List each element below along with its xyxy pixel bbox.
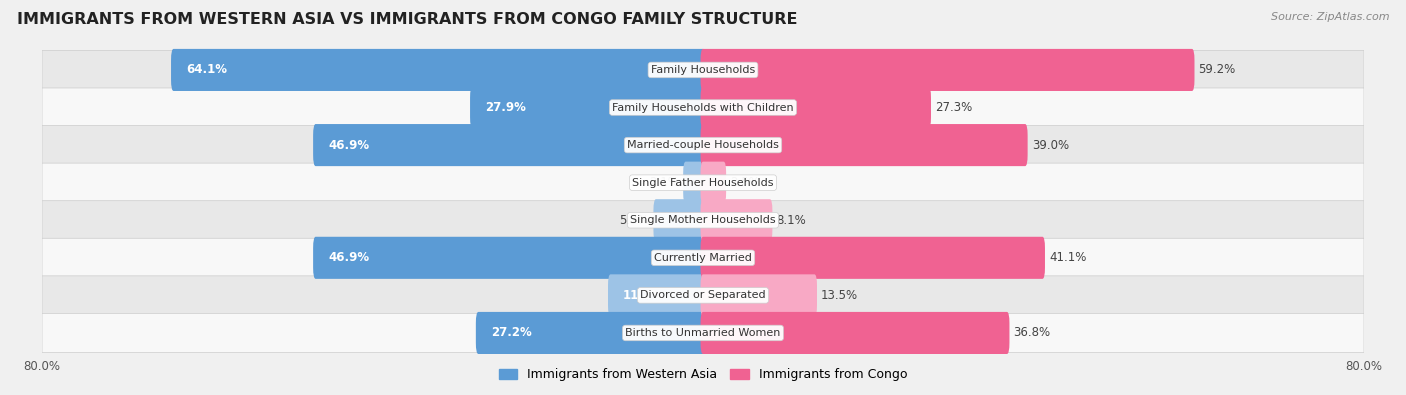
FancyBboxPatch shape bbox=[700, 162, 725, 204]
Text: Family Households with Children: Family Households with Children bbox=[612, 103, 794, 113]
FancyBboxPatch shape bbox=[700, 124, 1028, 166]
FancyBboxPatch shape bbox=[42, 201, 1364, 240]
Legend: Immigrants from Western Asia, Immigrants from Congo: Immigrants from Western Asia, Immigrants… bbox=[494, 363, 912, 386]
Text: 8.1%: 8.1% bbox=[776, 214, 806, 227]
Text: 64.1%: 64.1% bbox=[186, 64, 226, 77]
Text: 2.1%: 2.1% bbox=[650, 176, 679, 189]
FancyBboxPatch shape bbox=[470, 87, 706, 128]
Text: IMMIGRANTS FROM WESTERN ASIA VS IMMIGRANTS FROM CONGO FAMILY STRUCTURE: IMMIGRANTS FROM WESTERN ASIA VS IMMIGRAN… bbox=[17, 12, 797, 27]
Text: 11.2%: 11.2% bbox=[623, 289, 664, 302]
Text: 36.8%: 36.8% bbox=[1014, 326, 1050, 339]
Text: Source: ZipAtlas.com: Source: ZipAtlas.com bbox=[1271, 12, 1389, 22]
FancyBboxPatch shape bbox=[683, 162, 706, 204]
FancyBboxPatch shape bbox=[700, 275, 817, 316]
FancyBboxPatch shape bbox=[314, 237, 706, 279]
Text: 27.3%: 27.3% bbox=[935, 101, 973, 114]
Text: 46.9%: 46.9% bbox=[328, 139, 370, 152]
Text: 39.0%: 39.0% bbox=[1032, 139, 1069, 152]
FancyBboxPatch shape bbox=[172, 49, 706, 91]
Text: 13.5%: 13.5% bbox=[821, 289, 858, 302]
Text: Currently Married: Currently Married bbox=[654, 253, 752, 263]
FancyBboxPatch shape bbox=[42, 51, 1364, 90]
Text: 5.7%: 5.7% bbox=[620, 214, 650, 227]
FancyBboxPatch shape bbox=[42, 88, 1364, 127]
FancyBboxPatch shape bbox=[700, 87, 931, 128]
Text: 27.9%: 27.9% bbox=[485, 101, 526, 114]
Text: Single Father Households: Single Father Households bbox=[633, 178, 773, 188]
FancyBboxPatch shape bbox=[607, 275, 706, 316]
Text: Single Mother Households: Single Mother Households bbox=[630, 215, 776, 225]
Text: 46.9%: 46.9% bbox=[328, 251, 370, 264]
FancyBboxPatch shape bbox=[42, 126, 1364, 165]
FancyBboxPatch shape bbox=[42, 238, 1364, 277]
Text: 41.1%: 41.1% bbox=[1049, 251, 1087, 264]
Text: Divorced or Separated: Divorced or Separated bbox=[640, 290, 766, 300]
FancyBboxPatch shape bbox=[654, 199, 706, 241]
FancyBboxPatch shape bbox=[700, 312, 1010, 354]
Text: 27.2%: 27.2% bbox=[491, 326, 531, 339]
Text: Married-couple Households: Married-couple Households bbox=[627, 140, 779, 150]
Text: 59.2%: 59.2% bbox=[1198, 64, 1236, 77]
FancyBboxPatch shape bbox=[700, 49, 1195, 91]
FancyBboxPatch shape bbox=[42, 313, 1364, 352]
Text: Births to Unmarried Women: Births to Unmarried Women bbox=[626, 328, 780, 338]
FancyBboxPatch shape bbox=[314, 124, 706, 166]
FancyBboxPatch shape bbox=[42, 276, 1364, 315]
FancyBboxPatch shape bbox=[700, 237, 1045, 279]
FancyBboxPatch shape bbox=[475, 312, 706, 354]
Text: 2.5%: 2.5% bbox=[730, 176, 761, 189]
FancyBboxPatch shape bbox=[42, 163, 1364, 202]
FancyBboxPatch shape bbox=[700, 199, 772, 241]
Text: Family Households: Family Households bbox=[651, 65, 755, 75]
